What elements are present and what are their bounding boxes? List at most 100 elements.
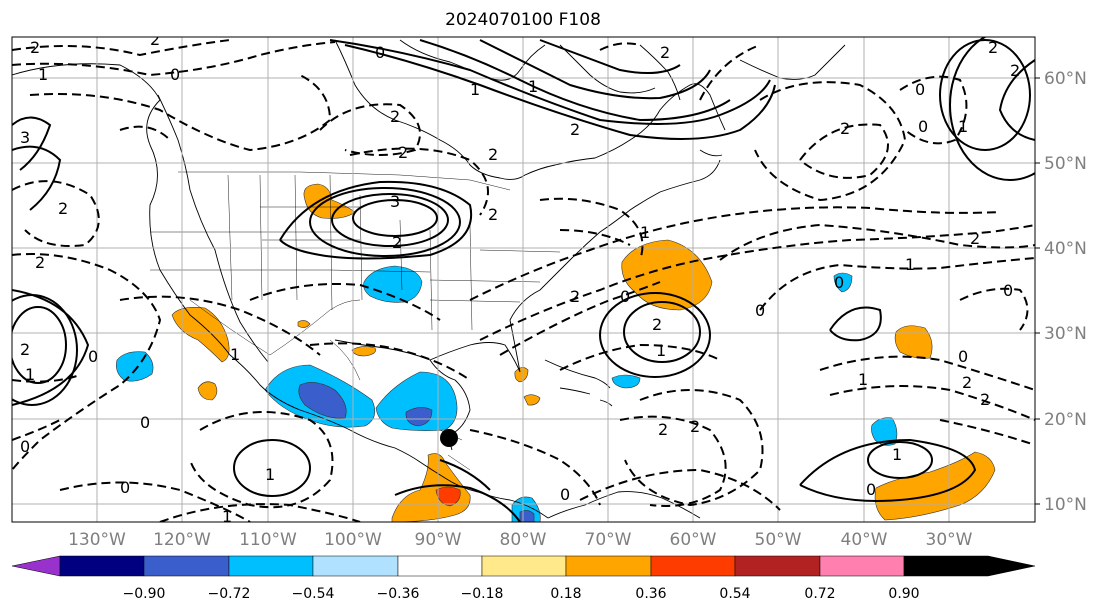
contour-label: 2 bbox=[392, 233, 402, 252]
lon-label: 100°W bbox=[324, 530, 382, 550]
contour-label: 0 bbox=[170, 65, 180, 84]
contour-label: 1 bbox=[858, 370, 868, 389]
lon-label: 130°W bbox=[68, 530, 126, 550]
lon-label: 80°W bbox=[500, 530, 547, 550]
colorbar-tick: 0.90 bbox=[888, 586, 919, 602]
contour-label: 0 bbox=[755, 301, 765, 320]
contour-label: 2 bbox=[840, 119, 850, 138]
contour-label: 2 bbox=[570, 287, 580, 306]
contour-label: 2 bbox=[962, 373, 972, 392]
contour-label: 3 bbox=[20, 128, 30, 147]
colorbar-tick: −0.90 bbox=[123, 586, 166, 602]
contour-label: 2 bbox=[488, 205, 498, 224]
colorbar-segment bbox=[734, 555, 821, 577]
contour-label: 2 bbox=[35, 253, 45, 272]
contours-dashed bbox=[12, 39, 1035, 522]
graticule bbox=[12, 37, 1035, 522]
shading-negative bbox=[116, 265, 898, 522]
contour-label: 0 bbox=[958, 347, 968, 366]
colorbar-segment bbox=[312, 555, 399, 577]
contour-label: 2 bbox=[660, 43, 670, 62]
lon-label: 110°W bbox=[239, 530, 297, 550]
colorbar-extend-low bbox=[11, 555, 61, 577]
lon-label: 50°W bbox=[755, 530, 802, 550]
latitude-labels: 60°N 50°N 40°N 30°N 20°N 10°N bbox=[1035, 69, 1087, 515]
colorbar-segment bbox=[59, 555, 145, 577]
contour-label: 0 bbox=[1003, 281, 1013, 300]
contour-label: 0 bbox=[375, 43, 385, 62]
coastlines bbox=[12, 39, 846, 519]
colorbar-tick: −0.18 bbox=[461, 586, 504, 602]
contour-label: 2 bbox=[58, 199, 68, 218]
lon-label: 30°W bbox=[926, 530, 973, 550]
colorbar-extend-high bbox=[903, 555, 1036, 577]
contour-label: 0 bbox=[918, 117, 928, 136]
lat-label: 60°N bbox=[1044, 69, 1087, 89]
contour-label: 1 bbox=[528, 77, 538, 96]
lat-label: 20°N bbox=[1044, 410, 1087, 430]
contour-labels: 2 0 1 2 0 2 2 2 3 2 3 2 2 1 0 1 1 2 2 2 … bbox=[20, 30, 1020, 526]
longitude-labels: 130°W 120°W 110°W 100°W 90°W 80°W 70°W 6… bbox=[68, 530, 973, 550]
contour-label: 0 bbox=[834, 273, 844, 292]
contour-label: 2 bbox=[658, 420, 668, 439]
contour-label: 0 bbox=[120, 478, 130, 497]
contour-label: 1 bbox=[656, 341, 666, 360]
contour-label: 1 bbox=[265, 465, 275, 484]
contour-label: 2 bbox=[652, 315, 662, 334]
colorbar-tick: −0.36 bbox=[377, 586, 420, 602]
colorbar-tick: −0.54 bbox=[292, 586, 335, 602]
colorbar-segment bbox=[228, 555, 314, 577]
colorbar-segment bbox=[481, 555, 567, 577]
contour-label: 0 bbox=[88, 347, 98, 366]
lon-label: 120°W bbox=[153, 530, 211, 550]
colorbar-segment bbox=[397, 555, 483, 577]
colorbar-segment bbox=[650, 555, 736, 577]
colorbar bbox=[11, 555, 1036, 577]
map-panel: 2 0 1 2 0 2 2 2 3 2 3 2 2 1 0 1 1 2 2 2 … bbox=[12, 30, 1035, 526]
contour-label: 2 bbox=[980, 390, 990, 409]
contour-label: 0 bbox=[20, 437, 30, 456]
contour-label: 3 bbox=[390, 192, 400, 211]
map-title: 2024070100 F108 bbox=[445, 10, 601, 30]
lat-label: 50°N bbox=[1044, 154, 1087, 174]
lon-label: 60°W bbox=[670, 530, 717, 550]
lat-label: 10°N bbox=[1044, 495, 1087, 515]
colorbar-segment bbox=[819, 555, 905, 577]
contour-label: 2 bbox=[20, 340, 30, 359]
contour-label: 2 bbox=[690, 417, 700, 436]
contour-label: 2 bbox=[150, 30, 160, 49]
contour-label: 2 bbox=[988, 38, 998, 57]
contour-label: 2 bbox=[488, 145, 498, 164]
contour-label: 2 bbox=[570, 120, 580, 139]
contour-label: 2 bbox=[398, 143, 408, 162]
contour-label: 1 bbox=[892, 445, 902, 464]
colorbar-tick: 0.54 bbox=[719, 586, 750, 602]
contour-label: 1 bbox=[25, 365, 35, 384]
lon-label: 70°W bbox=[585, 530, 632, 550]
colorbar-tick: 0.18 bbox=[550, 586, 581, 602]
storm-marker bbox=[440, 429, 458, 447]
contour-label: 2 bbox=[1010, 61, 1020, 80]
contour-label: 2 bbox=[30, 38, 40, 57]
lon-label: 90°W bbox=[415, 530, 462, 550]
colorbar-ticks: −0.90 −0.72 −0.54 −0.36 −0.18 0.18 0.36 … bbox=[123, 586, 920, 602]
contour-label: 1 bbox=[222, 507, 232, 526]
lat-label: 40°N bbox=[1044, 239, 1087, 259]
colorbar-tick: 0.36 bbox=[635, 586, 666, 602]
map-frame bbox=[11, 36, 1036, 523]
contours-solid bbox=[12, 37, 1035, 522]
contour-label: 0 bbox=[560, 485, 570, 504]
contour-label: 2 bbox=[970, 229, 980, 248]
contour-label: 0 bbox=[620, 287, 630, 306]
lon-label: 40°W bbox=[841, 530, 888, 550]
colorbar-tick: 0.72 bbox=[804, 586, 835, 602]
contour-label: 1 bbox=[470, 80, 480, 99]
contour-label: 0 bbox=[915, 80, 925, 99]
political-borders bbox=[150, 171, 561, 471]
colorbar-tick: −0.72 bbox=[208, 586, 251, 602]
colorbar-segment bbox=[143, 555, 230, 577]
contour-label: 1 bbox=[958, 117, 968, 136]
contour-label: 0 bbox=[140, 413, 150, 432]
shading-positive bbox=[171, 183, 996, 522]
